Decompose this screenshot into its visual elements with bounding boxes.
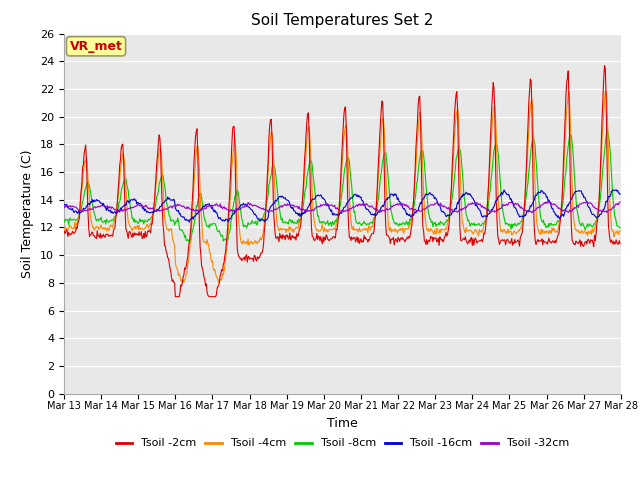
Y-axis label: Soil Temperature (C): Soil Temperature (C) bbox=[22, 149, 35, 278]
X-axis label: Time: Time bbox=[327, 417, 358, 430]
Text: VR_met: VR_met bbox=[70, 40, 122, 53]
Title: Soil Temperatures Set 2: Soil Temperatures Set 2 bbox=[252, 13, 433, 28]
Legend: Tsoil -2cm, Tsoil -4cm, Tsoil -8cm, Tsoil -16cm, Tsoil -32cm: Tsoil -2cm, Tsoil -4cm, Tsoil -8cm, Tsoi… bbox=[111, 434, 573, 453]
